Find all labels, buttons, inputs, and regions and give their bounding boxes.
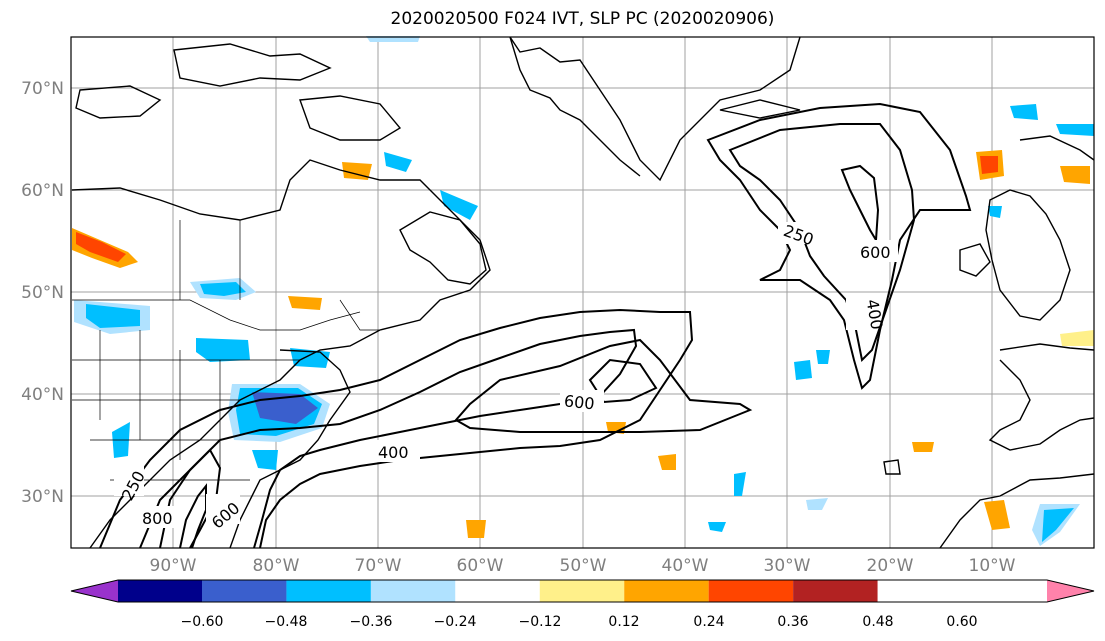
- colorbar-outline: [70, 579, 1095, 603]
- map-title: 2020020500 F024 IVT, SLP PC (2020020906): [390, 9, 775, 29]
- colorbar-segment: [118, 580, 202, 602]
- political-borders: [72, 220, 380, 481]
- colorbar-tick: −0.24: [434, 614, 477, 630]
- lon-tick: 30°W: [764, 556, 811, 576]
- colorbar-segment: [624, 580, 709, 602]
- contour-label: 400: [378, 443, 409, 462]
- lat-tick: 60°N: [21, 181, 64, 201]
- colorbar-segment: [708, 580, 794, 602]
- colorbar-segment: [370, 580, 456, 602]
- colorbar: [70, 579, 1095, 603]
- colorbar-tick: −0.48: [265, 614, 308, 630]
- colorbar-tick: 0.48: [862, 614, 893, 630]
- lon-tick: 50°W: [560, 556, 607, 576]
- contour-label: 800: [142, 509, 173, 528]
- lat-tick: 40°N: [21, 385, 64, 405]
- slp-contours: [99, 102, 972, 549]
- colorbar-tick: −0.36: [350, 614, 393, 630]
- contour-label: 600: [563, 391, 595, 413]
- colorbar-extension-high: [1047, 580, 1094, 602]
- contour-labels: 250 600 400 600 400 250 800 600: [114, 221, 898, 533]
- lat-tick: 30°N: [21, 487, 64, 507]
- lon-tick: 90°W: [150, 556, 197, 576]
- lon-tick: 20°W: [867, 556, 914, 576]
- contour-label: 600: [860, 243, 891, 262]
- gridlines: [71, 37, 1094, 548]
- colorbar-tick: −0.12: [519, 614, 562, 630]
- lon-tick: 10°W: [969, 556, 1016, 576]
- lon-tick: 40°W: [662, 556, 709, 576]
- lat-tick: 50°N: [21, 283, 64, 303]
- lon-tick: 70°W: [355, 556, 402, 576]
- colorbar-segment: [286, 580, 371, 602]
- colorbar-segment: [455, 580, 540, 602]
- map-frame: [70, 36, 1095, 549]
- colorbar-tick: 0.24: [693, 614, 724, 630]
- colorbar-segment: [202, 580, 287, 602]
- lon-ticks: 90°W 80°W 70°W 60°W 50°W 40°W 30°W 20°W …: [150, 556, 1016, 576]
- colorbar-segment: [793, 580, 878, 602]
- colorbar-tick: 0.36: [777, 614, 808, 630]
- colorbar-ticks: −0.60 −0.48 −0.36 −0.24 −0.12 0.12 0.24 …: [181, 614, 978, 630]
- colorbar-tick: −0.60: [181, 614, 224, 630]
- colorbar-tick: 0.60: [946, 614, 977, 630]
- colorbar-tick: 0.12: [608, 614, 639, 630]
- lat-tick: 70°N: [21, 79, 64, 99]
- colorbar-extension-low: [71, 580, 118, 602]
- lon-tick: 60°W: [457, 556, 504, 576]
- lat-ticks: 30°N 40°N 50°N 60°N 70°N: [21, 79, 64, 507]
- lon-tick: 80°W: [253, 556, 300, 576]
- colorbar-segment: [539, 580, 625, 602]
